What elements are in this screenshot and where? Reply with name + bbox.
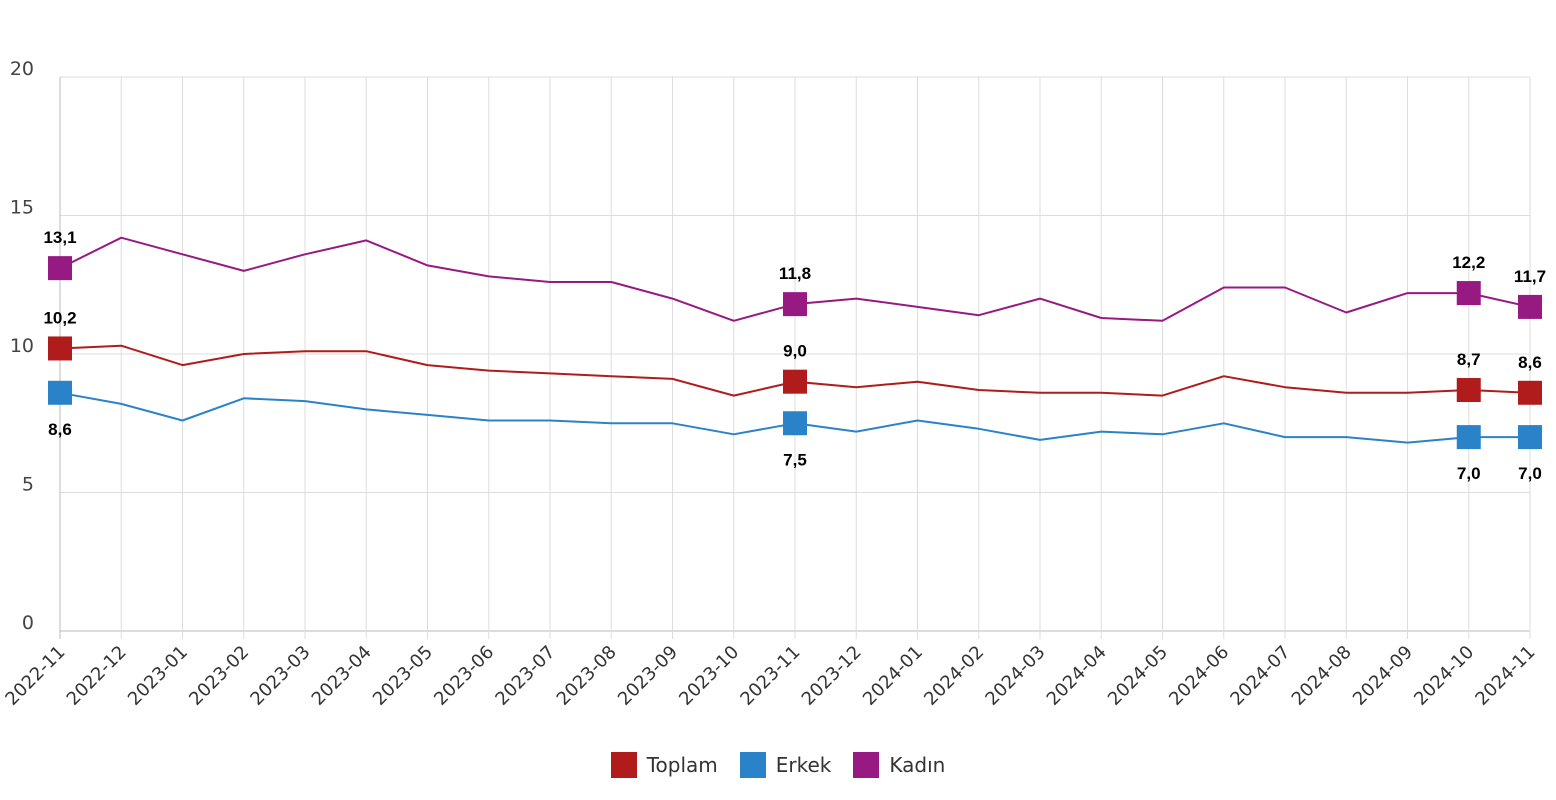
- data-label: 9,0: [783, 342, 807, 361]
- x-tick-label: 2023-09: [614, 642, 682, 710]
- x-tick-label: 2022-11: [1, 642, 69, 710]
- legend: Toplam Erkek Kadın: [0, 752, 1556, 778]
- x-tick-label: 2024-04: [1043, 642, 1111, 710]
- marker-1: [1518, 425, 1542, 450]
- marker-2: [1456, 281, 1481, 306]
- x-tick-label: 2023-02: [185, 642, 253, 710]
- x-tick-label: 2024-11: [1471, 642, 1539, 710]
- x-tick-label: 2024-03: [981, 642, 1049, 710]
- x-tick-label: 2022-12: [63, 642, 131, 710]
- marker-1: [48, 380, 72, 405]
- marker-2: [783, 292, 807, 317]
- marker-1: [1456, 425, 1481, 450]
- x-tick-label: 2023-10: [675, 642, 743, 710]
- y-tick-label: 10: [10, 335, 34, 357]
- x-tick-label: 2024-07: [1226, 642, 1294, 710]
- data-label: 11,7: [1514, 267, 1546, 286]
- marker-0: [48, 336, 72, 361]
- data-label: 10,2: [43, 308, 76, 327]
- x-tick-label: 2023-01: [124, 642, 192, 710]
- data-label: 8,7: [1457, 350, 1481, 369]
- legend-item-kadin[interactable]: Kadın: [853, 752, 945, 778]
- data-label: 7,0: [1518, 464, 1542, 483]
- x-tick-label: 2024-02: [920, 642, 988, 710]
- x-axis: 2022-112022-122023-012023-022023-032023-…: [1, 642, 1539, 710]
- x-tick-label: 2024-10: [1410, 642, 1478, 710]
- x-tick-label: 2024-01: [859, 642, 927, 710]
- data-label: 12,2: [1452, 253, 1485, 272]
- x-tick-label: 2023-04: [308, 642, 376, 710]
- data-label: 8,6: [1518, 353, 1542, 372]
- legend-item-erkek[interactable]: Erkek: [739, 752, 832, 778]
- y-tick-label: 0: [22, 612, 34, 634]
- data-label: 8,6: [48, 420, 72, 439]
- x-tick-label: 2023-12: [798, 642, 866, 710]
- marker-0: [783, 369, 807, 394]
- marker-2: [48, 256, 72, 281]
- y-tick-label: 5: [22, 474, 34, 496]
- legend-label-toplam: Toplam: [646, 753, 718, 777]
- data-label: 7,0: [1457, 464, 1481, 483]
- legend-label-kadin: Kadın: [889, 753, 946, 777]
- x-tick-label: 2023-07: [491, 642, 559, 710]
- data-label: 13,1: [43, 228, 76, 247]
- series-markers: [48, 256, 1542, 450]
- y-tick-label: 15: [10, 197, 34, 219]
- y-axis: 0 5 10 15 20: [10, 58, 34, 634]
- legend-swatch-erkek: [739, 752, 766, 778]
- y-tick-label: 20: [10, 58, 34, 80]
- data-label: 11,8: [779, 264, 811, 283]
- legend-swatch-toplam: [610, 752, 637, 778]
- x-tick-label: 2023-05: [369, 642, 437, 710]
- x-tick-label: 2023-06: [430, 642, 498, 710]
- legend-swatch-kadin: [853, 752, 880, 778]
- x-tick-label: 2024-09: [1349, 642, 1417, 710]
- x-tick-label: 2024-05: [1104, 642, 1172, 710]
- marker-2: [1518, 294, 1542, 319]
- x-tick-label: 2024-08: [1288, 642, 1356, 710]
- marker-0: [1456, 378, 1481, 403]
- marker-1: [783, 411, 807, 436]
- x-tick-label: 2023-11: [736, 642, 804, 710]
- grid: [59, 76, 1531, 639]
- data-labels: 10,2 9,0 8,7 8,6 8,6 7,5 7,0 7,0 13,1 11,8 12,2 11,…: [43, 228, 1546, 483]
- x-tick-label: 2023-03: [246, 642, 314, 710]
- x-tick-label: 2024-06: [1165, 642, 1233, 710]
- x-tick-label: 2023-08: [553, 642, 621, 710]
- data-label: 7,5: [783, 450, 807, 469]
- legend-label-erkek: Erkek: [775, 753, 832, 777]
- legend-item-toplam[interactable]: Toplam: [610, 752, 718, 778]
- marker-0: [1518, 380, 1542, 405]
